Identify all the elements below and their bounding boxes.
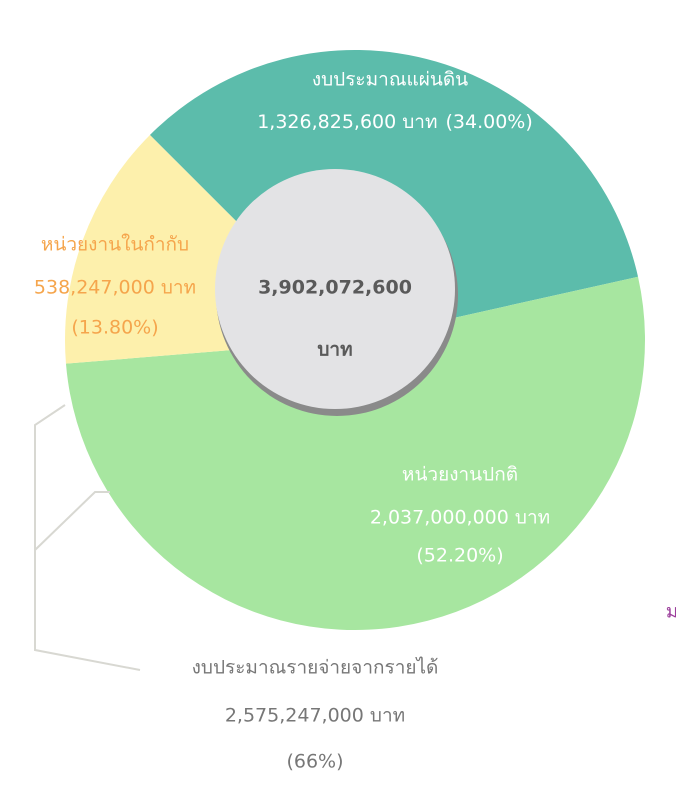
- annotation-title: งบประมาณรายจ่ายจากรายได้: [192, 657, 439, 679]
- slice-value-label: (13.80%): [71, 317, 158, 339]
- slice-amount: 1,326,825,600 บาท: [257, 111, 437, 133]
- annotation-percent: (66%): [286, 751, 343, 773]
- slice-value-label: (34.00%): [446, 111, 533, 133]
- slice-name: หน่วยงานปกติ: [402, 464, 518, 486]
- center-unit: บาท: [317, 339, 352, 361]
- slice-amount: 2,037,000,000 บาท: [370, 507, 550, 529]
- slice-label: 1,326,825,600 บาท (34.00%): [257, 111, 533, 133]
- slice: [65, 276, 646, 631]
- center-circle: [215, 169, 455, 409]
- slice-value-label: (52.20%): [416, 545, 503, 567]
- center-total: 3,902,072,600: [258, 277, 412, 299]
- slice-name: งบประมาณแผ่นดิน: [312, 69, 468, 91]
- edge-text: ม: [666, 601, 676, 623]
- annotation-amount: 2,575,247,000 บาท: [225, 705, 405, 727]
- slice-amount: 538,247,000 บาท: [34, 277, 196, 299]
- slice-name: หน่วยงานในกำกับ: [41, 234, 189, 256]
- bracket-branch: [34, 491, 110, 551]
- bracket: [34, 404, 141, 671]
